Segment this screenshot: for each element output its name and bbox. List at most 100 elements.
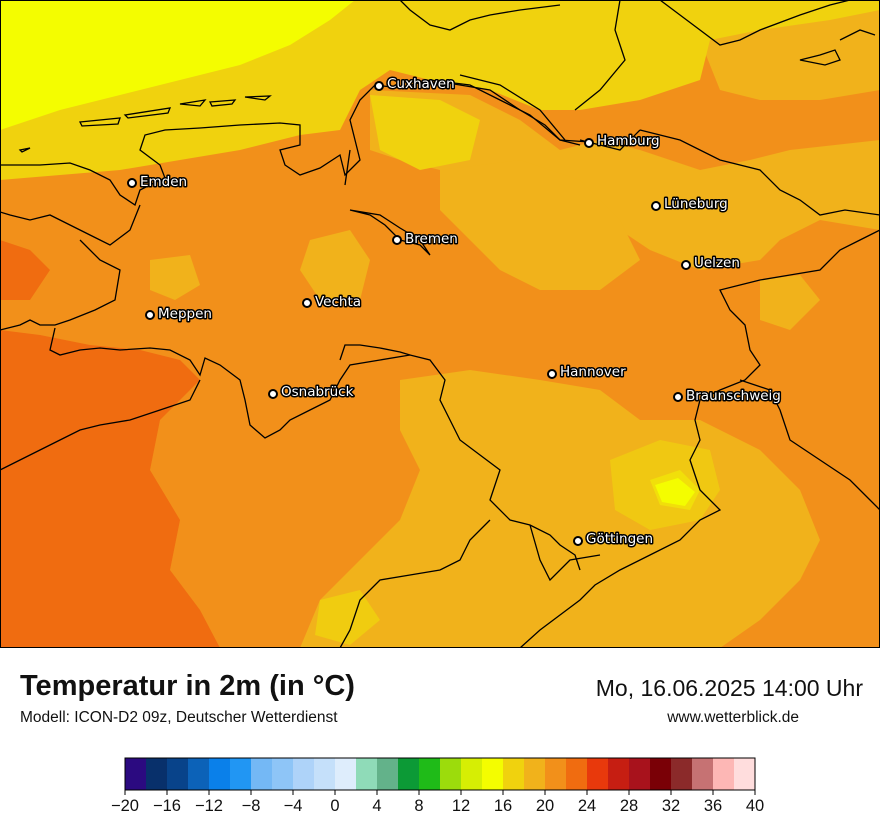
- colorbar-tick-label: 24: [578, 797, 596, 815]
- colorbar-tick-label: 40: [746, 797, 764, 815]
- colorbar-swatch: [272, 758, 294, 790]
- colorbar-swatch: [524, 758, 546, 790]
- temperature-colorbar: −20 −16 −12 −8 −4 0 4 8 12 16 20 24 28 32 36 40: [111, 757, 764, 815]
- city-label: Vechta: [315, 294, 361, 310]
- colorbar-swatch: [482, 758, 504, 790]
- colorbar-swatch: [692, 758, 714, 790]
- colorbar-swatch: [167, 758, 189, 790]
- city-hamburg[interactable]: Hamburg: [584, 132, 661, 151]
- colorbar-swatch: [734, 758, 756, 790]
- city-label: Osnabrück: [281, 384, 354, 400]
- city-label: Hamburg: [597, 133, 660, 149]
- colorbar-swatch: [356, 758, 378, 790]
- colorbar-tick-label: 36: [704, 797, 722, 815]
- city-dot: [651, 201, 661, 211]
- warm-zone-west: [0, 330, 220, 648]
- city-dot: [573, 536, 583, 546]
- city-hannover[interactable]: Hannover: [547, 363, 628, 382]
- city-dot: [145, 310, 155, 320]
- colorbar-swatch: [188, 758, 210, 790]
- colorbar-swatch: [440, 758, 462, 790]
- city-dot: [268, 389, 278, 399]
- colorbar-tick-label: −8: [242, 797, 261, 815]
- colorbar-swatch: [566, 758, 588, 790]
- colorbar-tick-label: 28: [620, 797, 638, 815]
- city-dot: [302, 298, 312, 308]
- city-label: Hannover: [560, 364, 626, 380]
- colorbar-swatch: [671, 758, 693, 790]
- colorbar-swatch: [587, 758, 609, 790]
- colorbar-swatch: [461, 758, 483, 790]
- colorbar-swatch: [377, 758, 399, 790]
- city-meppen[interactable]: Meppen: [145, 305, 213, 324]
- colorbar-tick-label: 8: [414, 797, 423, 815]
- colorbar-frame: [124, 757, 756, 791]
- colorbar-swatch: [545, 758, 567, 790]
- colorbar-swatch: [209, 758, 231, 790]
- city-label: Braunschweig: [686, 388, 781, 404]
- city-dot: [547, 369, 557, 379]
- city-label: Göttingen: [586, 531, 653, 547]
- city-emden[interactable]: Emden: [127, 173, 189, 192]
- city-vechta[interactable]: Vechta: [302, 293, 363, 312]
- city-goettingen[interactable]: Göttingen: [573, 530, 655, 549]
- city-bremen[interactable]: Bremen: [392, 230, 459, 249]
- city-dot: [681, 260, 691, 270]
- city-osnabrueck[interactable]: Osnabrück: [268, 383, 355, 402]
- city-dot: [127, 178, 137, 188]
- model-info: Modell: ICON-D2 09z, Deutscher Wetterdie…: [20, 709, 338, 726]
- city-uelzen[interactable]: Uelzen: [681, 254, 741, 273]
- coastal-band-inner: [370, 95, 480, 170]
- temperature-map: Cuxhaven Hamburg Emden Lüneburg Bremen U…: [0, 0, 880, 648]
- city-label: Bremen: [405, 231, 458, 247]
- colorbar-swatch: [146, 758, 168, 790]
- city-dot: [673, 392, 683, 402]
- colorbar-swatch: [608, 758, 630, 790]
- hot-spot-core: [655, 478, 695, 506]
- colorbar-swatch: [398, 758, 420, 790]
- colorbar-tick-label: 12: [452, 797, 470, 815]
- city-cuxhaven[interactable]: Cuxhaven: [374, 75, 456, 94]
- north-sea-warm: [0, 0, 355, 130]
- colorbar-swatches: [125, 758, 756, 790]
- city-markers: Cuxhaven Hamburg Emden Lüneburg Bremen U…: [127, 75, 782, 549]
- forecast-datetime: Mo, 16.06.2025 14:00 Uhr: [595, 675, 863, 701]
- warm-zone-west2: [0, 240, 50, 300]
- map-title: Temperatur in 2m (in °C): [20, 670, 355, 702]
- city-braunschweig[interactable]: Braunschweig: [673, 387, 782, 406]
- city-label: Cuxhaven: [387, 76, 455, 92]
- colorbar-tick-label: 16: [494, 797, 512, 815]
- colorbar-swatch: [314, 758, 336, 790]
- colorbar-tick-label: 32: [662, 797, 680, 815]
- colorbar-swatch: [230, 758, 252, 790]
- city-lueneburg[interactable]: Lüneburg: [651, 195, 729, 214]
- colorbar-tick-label: −12: [195, 797, 223, 815]
- colorbar-tick-label: 20: [536, 797, 554, 815]
- cooler-patches: [150, 10, 880, 648]
- colorbar-tick-label: 0: [330, 797, 339, 815]
- city-label: Meppen: [158, 306, 212, 322]
- colorbar-tick-label: 4: [372, 797, 381, 815]
- colorbar-swatch: [419, 758, 441, 790]
- city-label: Emden: [140, 174, 187, 190]
- colorbar-ticks: −20 −16 −12 −8 −4 0 4 8 12 16 20 24 28 32 36 40: [111, 790, 764, 815]
- colorbar-tick-label: −20: [111, 797, 139, 815]
- colorbar-swatch: [629, 758, 651, 790]
- city-label: Uelzen: [694, 255, 740, 271]
- city-dot: [374, 81, 384, 91]
- city-dot: [584, 138, 594, 148]
- colorbar-swatch: [713, 758, 735, 790]
- colorbar-swatch: [251, 758, 273, 790]
- website-link[interactable]: www.wetterblick.de: [667, 709, 799, 726]
- colorbar-tick-label: −16: [153, 797, 181, 815]
- city-dot: [392, 235, 402, 245]
- borders: [0, 0, 880, 648]
- colorbar-swatch: [293, 758, 315, 790]
- colorbar-swatch: [503, 758, 525, 790]
- city-label: Lüneburg: [664, 196, 728, 212]
- colorbar-tick-label: −4: [284, 797, 303, 815]
- colorbar-swatch: [335, 758, 357, 790]
- colorbar-swatch: [125, 758, 147, 790]
- south-gold-patch: [315, 590, 380, 645]
- colorbar-swatch: [650, 758, 672, 790]
